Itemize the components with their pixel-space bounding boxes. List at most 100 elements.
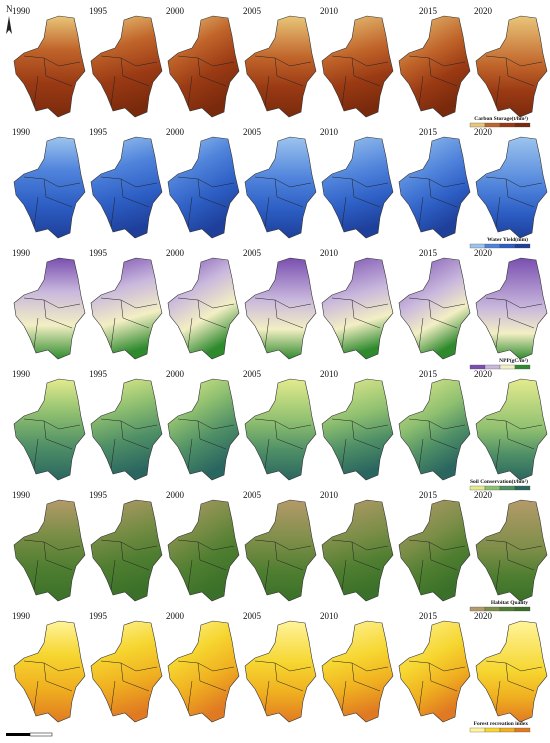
map-area [321, 15, 394, 118]
year-label: 2020 [474, 127, 493, 137]
map [244, 15, 317, 118]
map-boundary [331, 55, 389, 107]
map-area [13, 257, 86, 360]
map-boundary [254, 418, 312, 470]
map-boundary [485, 55, 543, 107]
map-boundary [331, 176, 389, 228]
map-boundary [100, 539, 158, 591]
map-boundary [100, 297, 158, 349]
map-area [321, 257, 394, 360]
year-label: 2015 [419, 248, 438, 258]
map-area [90, 15, 163, 118]
map-area [398, 15, 471, 118]
map-boundary [23, 297, 81, 349]
legend-swatch [499, 122, 516, 128]
map-area [398, 620, 471, 723]
legend-swatch [499, 243, 516, 249]
map [13, 136, 86, 239]
year-label: 2015 [419, 369, 438, 379]
scale-bar [6, 732, 53, 737]
map-area [167, 620, 240, 723]
map-area [167, 136, 240, 239]
map [321, 620, 394, 723]
map [321, 499, 394, 602]
map [244, 257, 317, 360]
year-label: 2000 [166, 6, 185, 16]
map [13, 15, 86, 118]
map-area [90, 378, 163, 481]
map [90, 15, 163, 118]
map [475, 499, 548, 602]
year-label: 2015 [419, 6, 438, 16]
map-boundary [331, 418, 389, 470]
map-boundary [408, 55, 466, 107]
year-label: 2015 [419, 127, 438, 137]
map [321, 136, 394, 239]
map-boundary [23, 176, 81, 228]
map-boundary [254, 176, 312, 228]
legend-swatch [469, 727, 486, 733]
map-area [475, 378, 548, 481]
map-boundary [408, 660, 466, 712]
year-label: 1990 [12, 6, 31, 16]
year-label: 1995 [89, 369, 108, 379]
year-label: 2005 [243, 490, 262, 500]
legend-swatch [514, 485, 531, 491]
map-row: 1990 1995 2000 2005 2010 2015 2020 Forest recre… [12, 611, 548, 733]
map-area [244, 257, 317, 360]
map-area [244, 620, 317, 723]
map-row: 1990 1995 2000 2005 2010 2015 2020 NPP(gC/m²) [12, 248, 548, 370]
legend-swatch [514, 243, 531, 249]
year-label: 2020 [474, 6, 493, 16]
map-boundary [100, 660, 158, 712]
year-label: 1990 [12, 127, 31, 137]
map-area [167, 257, 240, 360]
year-label: 1990 [12, 611, 31, 621]
legend-swatch [514, 364, 531, 370]
map-area [475, 257, 548, 360]
map-area [13, 499, 86, 602]
map-boundary [23, 539, 81, 591]
map-boundary [177, 297, 235, 349]
north-arrow-shape [6, 16, 12, 34]
map-boundary [408, 176, 466, 228]
map [13, 257, 86, 360]
map-boundary [254, 55, 312, 107]
map-area [398, 136, 471, 239]
map-area [244, 378, 317, 481]
map [90, 499, 163, 602]
map [167, 499, 240, 602]
year-label: 2000 [166, 611, 185, 621]
map [321, 15, 394, 118]
map-row: 1990 1995 2000 2005 2010 2015 2020 Soil Conserv… [12, 369, 548, 491]
legend-title: NPP(gC/m²) [499, 357, 528, 364]
legend-swatch [514, 122, 531, 128]
map [475, 136, 548, 239]
year-label: 1995 [89, 611, 108, 621]
map-area [167, 499, 240, 602]
map-boundary [485, 418, 543, 470]
year-label: 2000 [166, 369, 185, 379]
map [167, 15, 240, 118]
map [167, 257, 240, 360]
map [244, 499, 317, 602]
map [321, 257, 394, 360]
map [244, 136, 317, 239]
map-area [244, 136, 317, 239]
year-label: 2020 [474, 248, 493, 258]
map-area [244, 499, 317, 602]
map [475, 257, 548, 360]
map-boundary [485, 176, 543, 228]
map-area [398, 378, 471, 481]
map [90, 378, 163, 481]
map [13, 499, 86, 602]
map-area [90, 499, 163, 602]
map-boundary [408, 297, 466, 349]
map-boundary [408, 418, 466, 470]
map-boundary [254, 660, 312, 712]
map [167, 136, 240, 239]
legend-title: Forest recreation index [474, 721, 529, 727]
map [398, 378, 471, 481]
map [90, 620, 163, 723]
map-boundary [177, 660, 235, 712]
